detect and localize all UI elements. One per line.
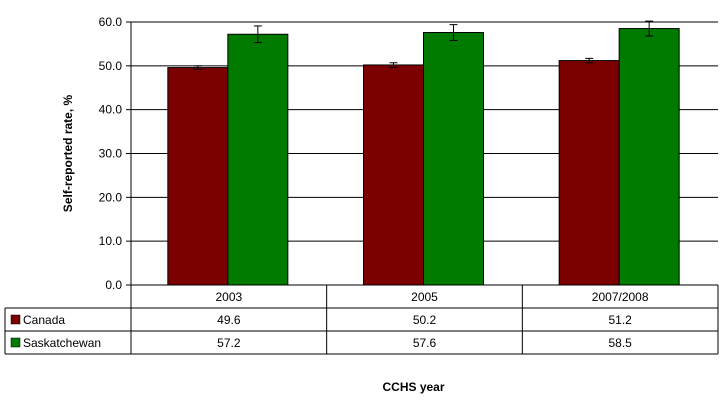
legend-key-canada [10,314,21,325]
legend-label: Saskatchewan [23,336,101,350]
x-axis-title: CCHS year [382,380,444,394]
y-tick-label: 0.0 [105,278,122,292]
data-label: 57.2 [217,336,241,350]
bar-saskatchewan-1 [423,32,484,286]
y-axis-title: Self-reported rate, % [61,94,75,212]
bar-canada-1 [363,64,424,286]
y-tick-label: 10.0 [99,234,123,248]
y-tick-label: 30.0 [99,147,123,161]
legend-key-saskatchewan [10,337,21,348]
y-tick-label: 50.0 [99,59,123,73]
bar-saskatchewan-2 [618,28,680,286]
data-label: 49.6 [217,313,241,327]
data-label: 50.2 [413,313,437,327]
category-label: 2005 [411,290,438,304]
category-label: 2007/2008 [592,290,649,304]
y-tick-label: 60.0 [99,15,123,29]
bar-canada-2 [558,60,620,286]
y-tick-label: 20.0 [99,190,123,204]
legend-label: Canada [23,313,65,327]
y-tick-label: 40.0 [99,103,123,117]
bar-saskatchewan-0 [227,33,289,286]
bar-canada-0 [167,67,229,286]
data-label: 51.2 [608,313,632,327]
data-label: 57.6 [413,336,437,350]
category-label: 2003 [215,290,242,304]
data-label: 58.5 [608,336,632,350]
